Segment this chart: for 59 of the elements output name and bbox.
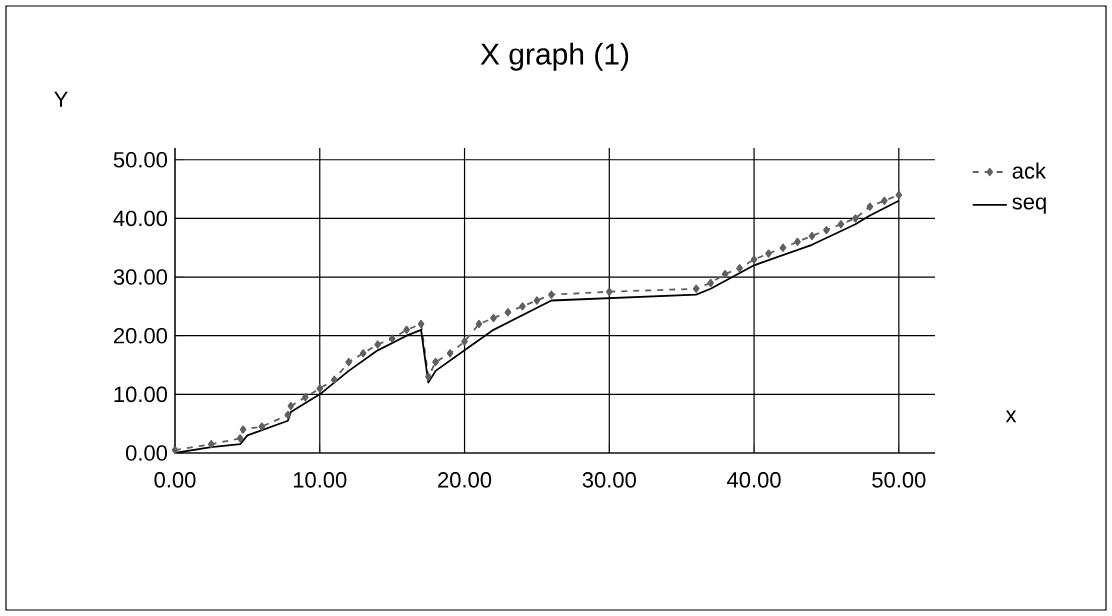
point xyxy=(316,384,324,393)
x-tick-label: 30.00 xyxy=(582,472,636,488)
point xyxy=(736,264,743,273)
x-tick-label: 50.00 xyxy=(872,472,926,488)
point xyxy=(359,349,367,358)
legend-label: seq xyxy=(1012,197,1046,214)
point xyxy=(823,226,830,235)
point xyxy=(287,401,295,411)
point xyxy=(750,255,758,264)
y-axis-title: Y xyxy=(54,91,68,107)
point xyxy=(475,319,483,329)
point xyxy=(533,296,541,305)
point xyxy=(779,243,787,252)
point xyxy=(403,325,410,334)
point xyxy=(606,287,613,296)
y-tick-label: 30.00 xyxy=(113,269,168,285)
point xyxy=(794,237,801,246)
point xyxy=(171,445,179,455)
y-tick-label: 10.00 xyxy=(114,386,168,403)
point xyxy=(692,284,700,293)
point xyxy=(417,319,425,329)
point xyxy=(432,357,439,367)
y-tick-label: 20.00 xyxy=(113,327,168,344)
x-tick-label: 0.00 xyxy=(154,472,196,488)
point xyxy=(374,340,381,349)
point xyxy=(765,249,772,258)
point xyxy=(895,190,903,200)
point xyxy=(866,202,874,211)
x-tick-label: 20.00 xyxy=(438,472,492,488)
point xyxy=(345,357,353,367)
x-tick-label: 10.00 xyxy=(293,472,347,488)
y-tick-label: 50.00 xyxy=(113,151,168,168)
point xyxy=(881,196,888,205)
point xyxy=(707,278,714,288)
point xyxy=(490,314,497,323)
y-tick-label: 0.00 xyxy=(125,445,168,461)
point xyxy=(548,290,555,299)
point xyxy=(239,425,247,434)
legend-label: ack xyxy=(1012,162,1047,179)
point xyxy=(258,422,266,431)
chart-title: X graph (1) xyxy=(480,42,629,71)
x-axis-title: x xyxy=(1005,410,1017,423)
point xyxy=(504,308,512,317)
point xyxy=(301,393,309,402)
point xyxy=(808,231,816,241)
point xyxy=(425,372,432,381)
x-tick-label: 40.00 xyxy=(727,472,781,488)
y-tick-label: 40.00 xyxy=(113,210,168,227)
point xyxy=(519,302,526,311)
point xyxy=(837,220,845,229)
point xyxy=(446,349,454,358)
point xyxy=(207,440,215,449)
point xyxy=(721,270,729,279)
point xyxy=(388,334,396,343)
point xyxy=(461,337,468,346)
point xyxy=(330,375,338,384)
point xyxy=(236,434,244,443)
point xyxy=(284,410,292,419)
point xyxy=(852,214,859,223)
